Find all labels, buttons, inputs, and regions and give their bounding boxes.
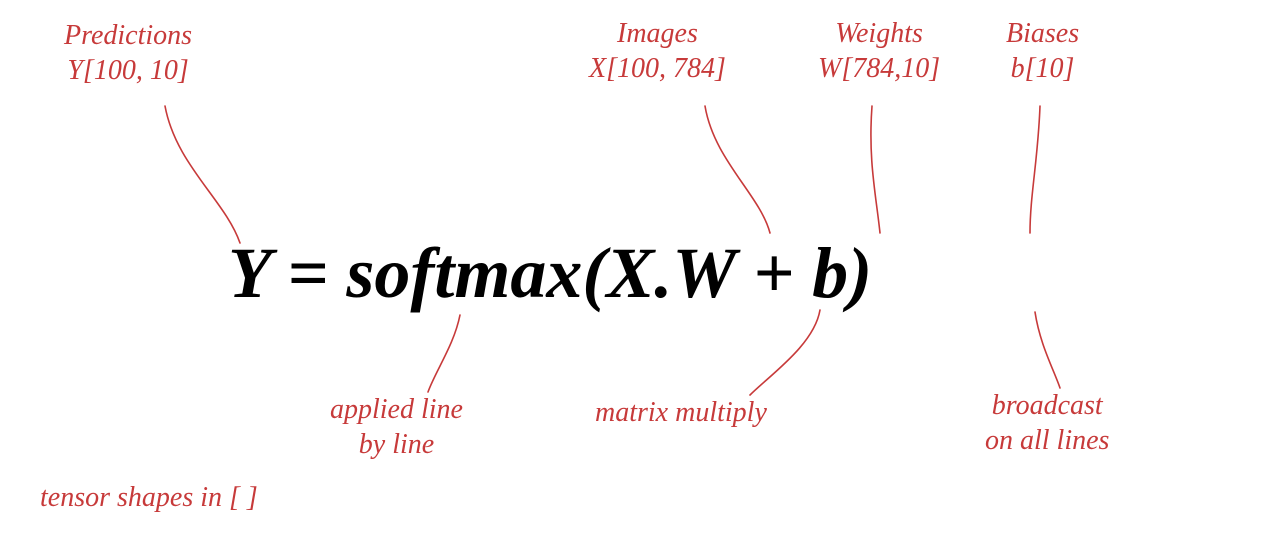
eq-Y: Y xyxy=(228,233,269,313)
annotation-broadcast-line2: on all lines xyxy=(985,423,1109,458)
annotation-biases-shape: b[10] xyxy=(1006,51,1079,86)
annotation-biases: Biases b[10] xyxy=(1006,16,1079,86)
connector-weights xyxy=(871,106,880,233)
main-equation: Y = softmax(X.W + b) xyxy=(228,232,872,315)
connector-applied xyxy=(428,315,460,392)
diagram-canvas: { "type": "annotated-equation", "canvas"… xyxy=(0,0,1282,534)
eq-dot: . xyxy=(654,233,672,313)
annotation-matmul-text: matrix multiply xyxy=(595,397,767,428)
connector-predictions xyxy=(165,106,240,243)
footnote-tensor-shapes: tensor shapes in [ ] xyxy=(40,480,258,515)
eq-X: X xyxy=(606,233,654,313)
eq-plus: + xyxy=(735,233,812,313)
annotation-applied-line-by-line: applied line by line xyxy=(330,392,463,462)
eq-b: b xyxy=(812,233,848,313)
annotation-biases-title: Biases xyxy=(1006,16,1079,51)
annotation-matrix-multiply: matrix multiply xyxy=(595,395,767,430)
annotation-images-title: Images xyxy=(589,16,726,51)
footnote-text: tensor shapes in [ ] xyxy=(40,482,258,513)
connector-matmul xyxy=(750,310,820,395)
annotation-predictions-title: Predictions xyxy=(64,18,192,53)
annotation-broadcast-line1: broadcast xyxy=(985,388,1109,423)
annotation-applied-line1: applied line xyxy=(330,392,463,427)
annotation-weights-title: Weights xyxy=(818,16,940,51)
connector-broadcast xyxy=(1035,312,1060,388)
eq-open-paren: ( xyxy=(582,233,606,313)
annotation-broadcast: broadcast on all lines xyxy=(985,388,1109,458)
connector-biases xyxy=(1030,106,1040,233)
annotation-weights-shape: W[784,10] xyxy=(818,51,940,86)
annotation-images-shape: X[100, 784] xyxy=(589,51,726,86)
eq-W: W xyxy=(672,233,735,313)
eq-close-paren: ) xyxy=(848,233,872,313)
annotation-applied-line2: by line xyxy=(330,427,463,462)
annotation-predictions-shape: Y[100, 10] xyxy=(64,53,192,88)
annotation-images: Images X[100, 784] xyxy=(589,16,726,86)
eq-equals: = xyxy=(269,233,346,313)
connector-images xyxy=(705,106,770,233)
annotation-predictions: Predictions Y[100, 10] xyxy=(64,18,192,88)
annotation-weights: Weights W[784,10] xyxy=(818,16,940,86)
eq-softmax: softmax xyxy=(346,233,582,313)
